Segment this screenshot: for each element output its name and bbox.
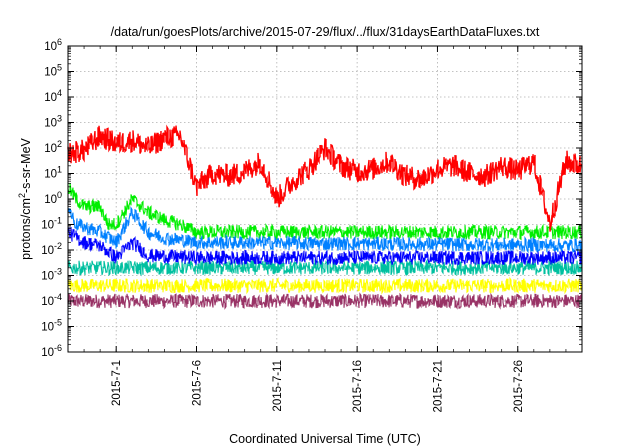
x-tick-label: 2015-7-16 <box>352 360 364 412</box>
x-tick-label: 2015-7-1 <box>111 360 123 406</box>
y-tick-label: 10-6 <box>41 343 62 359</box>
y-tick-label: 10-4 <box>41 292 62 308</box>
x-tick-label: 2015-7-21 <box>432 360 444 412</box>
data-series <box>67 124 582 310</box>
y-tick-label: 106 <box>44 37 62 53</box>
series-line-3 <box>67 205 582 254</box>
series-line-6 <box>67 276 582 295</box>
y-tick-label: 103 <box>44 114 62 130</box>
x-tick-label: 2015-7-26 <box>513 360 525 412</box>
chart-title: /data/run/goesPlots/archive/2015-07-29/f… <box>111 25 540 39</box>
y-tick-labels: 10-6 10-5 10-4 10-3 10-2 10-1 100 101 102 103 104 1… <box>41 37 62 359</box>
x-axis-label: Coordinated Universal Time (UTC) <box>229 432 421 446</box>
y-axis-label-base: protons/cm <box>19 198 33 260</box>
series-line-5 <box>67 258 582 277</box>
y-tick-label: 104 <box>44 88 62 104</box>
y-tick-label: 10-1 <box>41 216 62 232</box>
y-tick-label: 10-3 <box>41 267 62 283</box>
y-tick-label: 10-5 <box>41 318 62 334</box>
x-tick-labels: 2015-7-1 2015-7-6 2015-7-11 2015-7-16 2015-7… <box>111 360 525 412</box>
x-tick-label: 2015-7-6 <box>192 360 204 406</box>
axis-ticks <box>67 45 582 353</box>
x-tick-label: 2015-7-11 <box>272 360 284 412</box>
series-line-7 <box>67 292 582 310</box>
y-tick-label: 100 <box>44 190 62 206</box>
series-line-1 <box>67 124 582 232</box>
y-tick-label: 105 <box>44 63 62 79</box>
y-axis-label-sup: 2 <box>17 193 27 198</box>
y-axis-label: protons/cm2-s-sr-MeV <box>17 137 33 259</box>
y-tick-label: 102 <box>44 139 62 155</box>
y-axis-label-rest: -s-sr-MeV <box>19 137 33 193</box>
y-tick-label: 101 <box>44 165 62 181</box>
series-line-4 <box>67 226 582 266</box>
y-tick-label: 10-2 <box>41 241 62 257</box>
series-line-2 <box>67 182 582 241</box>
